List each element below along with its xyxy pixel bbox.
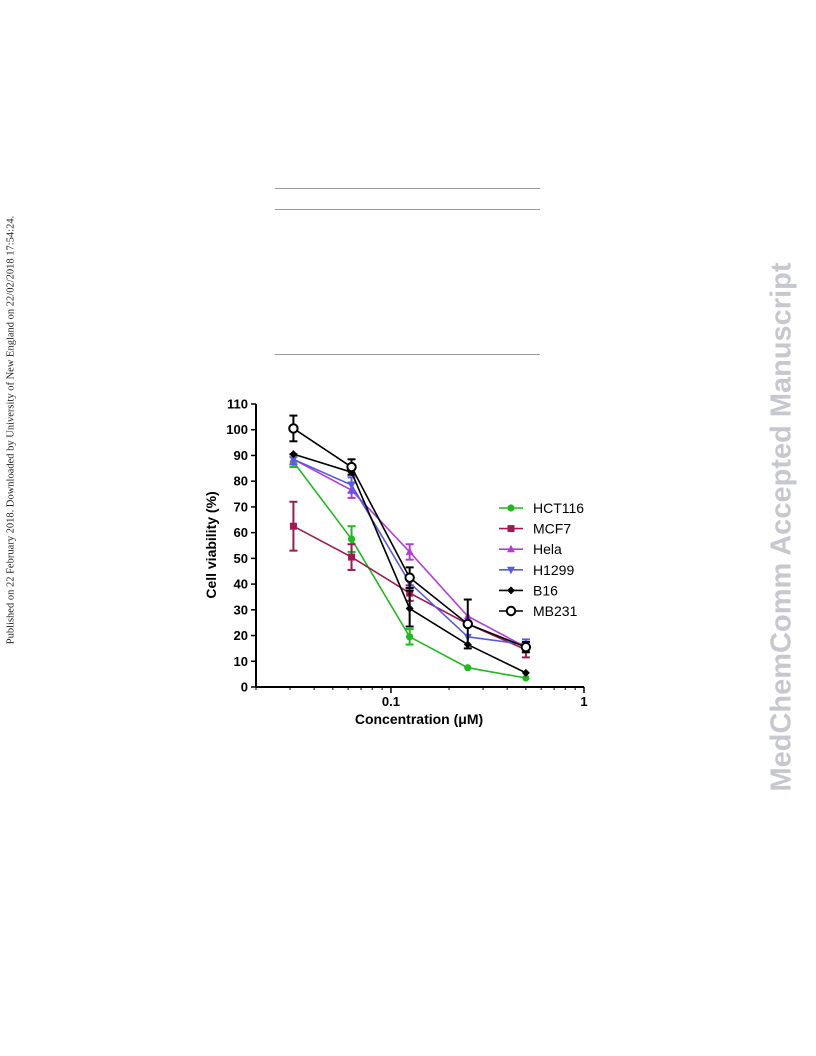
data-point [522, 674, 530, 682]
data-point [462, 618, 473, 630]
y-tick-label: 80 [234, 474, 248, 489]
data-point [520, 641, 532, 653]
y-tick-label: 30 [234, 602, 248, 617]
legend-label: HCT116 [533, 500, 584, 516]
legend-marker [507, 566, 515, 575]
legend-label: MB231 [533, 603, 578, 619]
data-point [289, 522, 297, 530]
legend-item-b16: B16 [499, 582, 558, 598]
legend-item-h1299: H1299 [499, 562, 574, 578]
y-tick-label: 20 [234, 628, 248, 643]
y-tick-label: 10 [234, 654, 248, 669]
data-point [347, 535, 356, 543]
data-point [348, 553, 356, 561]
x-tick-label: 0.1 [382, 694, 400, 709]
data-point [289, 456, 298, 464]
chart-legend: HCT116 MCF7 Hela H1299 B16 MB231 [499, 500, 584, 619]
legend-label: Hela [533, 541, 562, 557]
y-tick-label: 40 [234, 577, 248, 592]
y-tick-label: 0 [241, 680, 248, 695]
legend-label: H1299 [533, 562, 574, 578]
series-mb231 [288, 414, 532, 654]
data-point [288, 423, 299, 434]
legend-label: MCF7 [533, 521, 571, 537]
y-axis-label: Cell viability (%) [203, 491, 219, 598]
table-top-rule [275, 188, 540, 189]
legend-item-hela: Hela [499, 541, 562, 557]
data-point [289, 450, 298, 459]
legend-marker [505, 605, 517, 617]
legend-item-mb231: MB231 [499, 603, 578, 619]
data-point [405, 604, 414, 613]
y-tick-label: 60 [234, 525, 248, 540]
legend-item-hct116: HCT116 [499, 500, 584, 516]
legend-marker [507, 544, 515, 553]
data-point [405, 547, 414, 555]
y-tick-label: 90 [234, 448, 248, 463]
table-header-rule [275, 209, 540, 210]
data-point [346, 461, 357, 473]
x-axis-label: Concentration (μM) [355, 711, 483, 727]
y-tick-label: 70 [234, 499, 248, 514]
y-tick-label: 100 [226, 422, 248, 437]
legend-marker [507, 504, 515, 512]
chart-plot-area [288, 414, 532, 682]
data-point [521, 668, 530, 677]
y-tick-label: 110 [227, 397, 248, 412]
data-point [464, 664, 472, 672]
y-tick-label: 50 [234, 551, 248, 566]
data-point [347, 482, 356, 490]
legend-marker [507, 586, 515, 595]
legend-marker [507, 525, 515, 533]
x-tick-label: 1 [580, 694, 587, 709]
legend-item-mcf7: MCF7 [499, 521, 571, 537]
table-bottom-rule [275, 354, 540, 355]
data-point [406, 633, 414, 641]
data-point [404, 572, 415, 583]
chart-axes: 0 10 20 30 40 50 60 70 80 90 100 110 0.1 1 [226, 397, 587, 710]
legend-label: B16 [533, 582, 558, 598]
